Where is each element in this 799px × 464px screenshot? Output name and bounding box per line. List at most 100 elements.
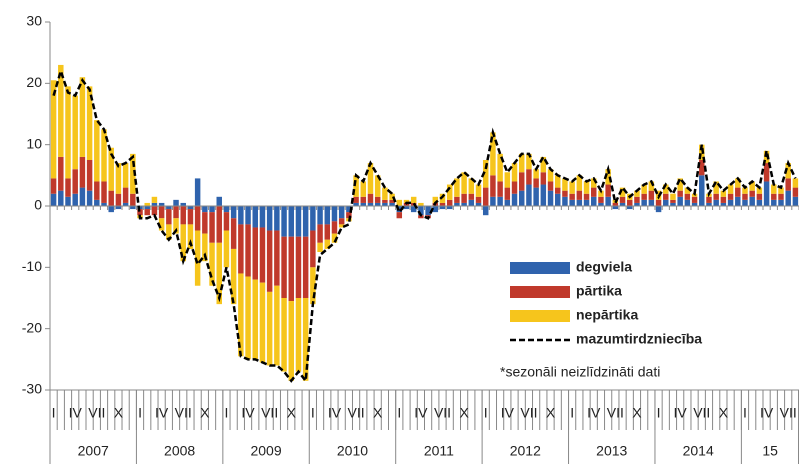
bar — [79, 187, 86, 206]
bar — [374, 202, 381, 206]
bar — [310, 267, 316, 305]
bar — [58, 190, 64, 206]
bar — [245, 276, 251, 360]
x-tick-label: IV — [501, 405, 515, 421]
bar — [785, 163, 791, 179]
bar — [756, 193, 763, 200]
bar — [655, 206, 662, 213]
bar — [778, 193, 784, 200]
bar — [677, 190, 683, 197]
bar — [446, 206, 453, 210]
bar — [252, 279, 258, 360]
bar — [72, 169, 78, 194]
bar — [504, 187, 511, 200]
bar — [50, 178, 57, 194]
bar — [699, 160, 705, 176]
bar — [338, 224, 345, 228]
bar — [439, 202, 446, 206]
y-tick-label: -20 — [22, 319, 42, 335]
bar — [771, 193, 777, 200]
bar — [706, 202, 712, 206]
bar — [670, 202, 676, 206]
bar — [634, 196, 640, 203]
bar — [338, 206, 345, 219]
bar — [713, 199, 719, 206]
bar — [749, 181, 755, 191]
bar — [274, 206, 280, 231]
bar — [648, 181, 655, 191]
bar — [576, 190, 583, 200]
bar — [742, 193, 748, 200]
bar — [209, 242, 215, 286]
bar — [619, 202, 626, 206]
bar — [389, 199, 395, 203]
x-tick-label: X — [373, 405, 383, 421]
legend-label: nepārtika — [576, 307, 638, 323]
bar — [461, 193, 467, 203]
bar — [792, 196, 799, 206]
year-label: 2007 — [78, 443, 109, 459]
bar — [108, 190, 114, 206]
bar — [778, 187, 784, 194]
legend-swatch — [510, 262, 570, 274]
legend-label: pārtika — [576, 283, 622, 299]
bar — [158, 202, 165, 206]
bar — [612, 206, 619, 210]
bar — [223, 230, 230, 268]
bar — [230, 248, 237, 305]
bar — [382, 187, 388, 200]
bar — [792, 187, 799, 197]
bar — [288, 301, 295, 381]
bar — [727, 184, 734, 194]
bar — [346, 212, 352, 219]
bar — [238, 224, 244, 274]
bar — [360, 196, 367, 203]
bar — [569, 193, 575, 200]
bar — [583, 181, 590, 194]
bar — [194, 206, 201, 231]
bar — [302, 236, 309, 298]
x-tick-label: IV — [241, 405, 255, 421]
x-tick-label: I — [484, 405, 488, 421]
bar — [144, 209, 150, 216]
bar — [194, 230, 201, 286]
bar — [266, 230, 273, 292]
bar — [410, 196, 417, 203]
bar — [331, 221, 338, 234]
bar — [591, 178, 597, 188]
bar — [65, 178, 71, 197]
legend-label: degviela — [576, 259, 632, 275]
x-tick-label: IV — [760, 405, 774, 421]
bar — [418, 202, 424, 206]
bar — [641, 193, 647, 200]
bar — [439, 206, 446, 210]
bar — [699, 175, 705, 206]
bar — [605, 196, 611, 206]
x-tick-label: IV — [414, 405, 428, 421]
bar — [641, 199, 647, 206]
bar — [101, 181, 107, 203]
bar — [353, 202, 359, 206]
bar — [158, 218, 165, 231]
x-tick-label: IV — [674, 405, 688, 421]
bar — [72, 193, 78, 206]
bar — [605, 184, 611, 197]
bar — [94, 120, 100, 182]
x-tick-label: I — [397, 405, 401, 421]
bar — [763, 181, 770, 206]
bar — [482, 187, 489, 206]
legend-label: mazumtirdzniecība — [576, 331, 702, 347]
bar — [598, 202, 604, 206]
bar — [382, 199, 388, 203]
bar — [677, 178, 683, 191]
bar — [634, 202, 640, 206]
bar — [497, 153, 503, 182]
bar — [216, 196, 222, 206]
bar — [619, 196, 626, 203]
bar — [259, 206, 266, 228]
bar — [749, 190, 755, 197]
bar — [209, 212, 215, 243]
bar — [396, 199, 403, 206]
bar — [691, 202, 698, 206]
bar — [144, 202, 150, 206]
